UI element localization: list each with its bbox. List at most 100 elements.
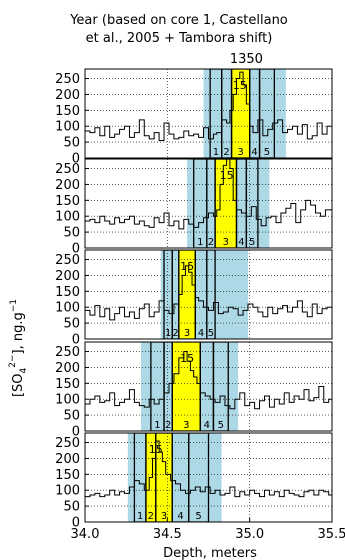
y-tick-label: 150 (55, 194, 80, 209)
y-tick-label: 100 (55, 393, 80, 408)
year-box-label: 5 (208, 328, 214, 339)
y-tick-label: 0 (72, 516, 80, 531)
y-axis-label-tail-superscript: −1 (9, 299, 19, 312)
y-tick-label: 250 (55, 253, 80, 268)
y-tick-label: 100 (55, 120, 80, 135)
y-tick-label: 150 (55, 285, 80, 300)
y-axis-label-superscript: 2− (8, 354, 18, 367)
year-box-label: 3 (223, 237, 229, 248)
y-tick-label: 0 (72, 425, 80, 440)
year-box-label: 5 (218, 420, 224, 431)
year-box-label: 4 (251, 147, 257, 158)
year-box-label: 3 (183, 420, 189, 431)
sulfate-series-line (85, 71, 332, 142)
year-box-label: 1 (137, 511, 143, 522)
blue-band (127, 433, 222, 522)
y-tick-label: 200 (55, 269, 80, 284)
y-tick-label: 200 (55, 452, 80, 467)
x-axis-label: Depth, meters (163, 546, 257, 560)
y-tick-label: 50 (63, 317, 80, 332)
y-tick-label: 150 (55, 104, 80, 119)
y-tick-label: 50 (63, 226, 80, 241)
year-box-label: 4 (238, 237, 244, 248)
y-axis-label: [SO42−], ng.g−1 (8, 299, 29, 397)
y-tick-label: 150 (55, 377, 80, 392)
year-box-label: 2 (223, 147, 229, 158)
year-box-label: 1 (154, 420, 160, 431)
sulfate-series-line (85, 351, 332, 410)
y-tick-label: 250 (55, 345, 80, 360)
year-box-label: 3 (184, 328, 190, 339)
x-tick-label: 35.5 (318, 527, 345, 542)
year-box-label: 4 (177, 511, 183, 522)
y-tick-label: 250 (55, 436, 80, 451)
year-box-5 (188, 433, 210, 522)
y-tick-label: 250 (55, 72, 80, 87)
y-tick-label: 150 (55, 468, 80, 483)
peak-label: 15 (180, 260, 194, 273)
y-tick-label: 0 (72, 333, 80, 348)
year-box-label: 5 (195, 511, 201, 522)
year-box-label: 5 (264, 147, 270, 158)
peak-label: 15 (149, 443, 163, 456)
peak-label: 15 (233, 79, 247, 92)
y-tick-label: 200 (55, 178, 80, 193)
y-tick-label: 50 (63, 409, 80, 424)
year-box-5 (212, 342, 229, 431)
peak-label: 15 (180, 352, 194, 365)
panel-frame (84, 249, 333, 340)
year-box-label: 4 (198, 328, 204, 339)
y-tick-label: 200 (55, 361, 80, 376)
y-axis-label-main: [SO (11, 373, 26, 397)
year-box-5 (245, 159, 259, 248)
x-tick-label: 34.5 (153, 527, 182, 542)
panel-frame (84, 158, 333, 249)
y-tick-label: 100 (55, 210, 80, 225)
year-box-label: 4 (204, 420, 210, 431)
y-axis-label-subscript: 4 (19, 367, 29, 373)
y-tick-label: 0 (72, 242, 80, 257)
panel-frame (84, 68, 333, 159)
y-tick-label: 100 (55, 484, 80, 499)
y-tick-label: 0 (72, 152, 80, 167)
x-axis-ticks: 34.0 34.5 35.0 35.5 (71, 518, 345, 542)
panel-frame (84, 432, 333, 523)
year-box-label: 2 (208, 237, 214, 248)
year-box-label: 2 (165, 420, 171, 431)
panel-frame (84, 341, 333, 432)
y-tick-label: 250 (55, 162, 80, 177)
year-box-label: 1 (165, 328, 171, 339)
y-tick-label: 100 (55, 301, 80, 316)
chart-title-line-1: Year (based on core 1, Castellano (69, 13, 288, 28)
y-tick-label: 50 (63, 136, 80, 151)
year-box-5 (258, 69, 276, 158)
top-axis-tick-label: 1350 (230, 52, 263, 67)
year-box-label: 2 (172, 328, 178, 339)
year-box-label: 1 (197, 237, 203, 248)
year-box-label: 5 (249, 237, 255, 248)
y-tick-label: 200 (55, 88, 80, 103)
year-box-label: 2 (148, 511, 154, 522)
y-axis-label-tail: ], ng.g (11, 312, 26, 354)
y-tick-label: 50 (63, 500, 80, 515)
yellow-window (215, 159, 237, 248)
sulfate-series-line (85, 159, 332, 230)
x-tick-label: 34.0 (71, 527, 100, 542)
sulfate-series-line (85, 265, 332, 321)
peak-label: 15 (220, 169, 234, 182)
year-box-5 (206, 250, 216, 339)
chart-title-line-2: et al., 2005 + Tambora shift) (86, 31, 273, 46)
year-box-label: 3 (237, 147, 243, 158)
year-box-label: 3 (161, 511, 167, 522)
